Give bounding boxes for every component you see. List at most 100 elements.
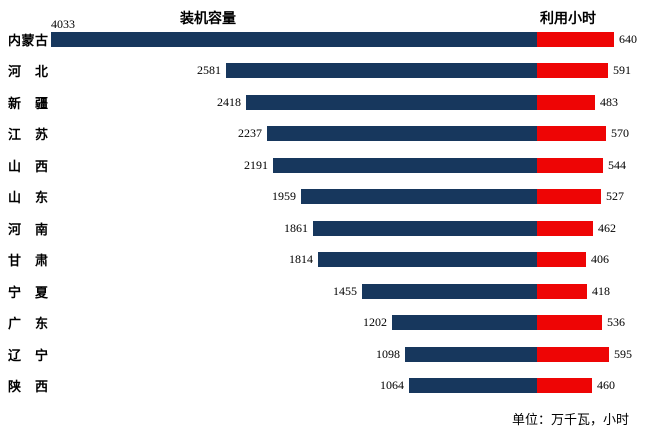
hours-bar [537,315,602,330]
capacity-bar [267,126,537,141]
capacity-value: 2581 [197,63,221,77]
province-label: 新疆 [8,95,48,111]
province-char: 北 [34,64,48,79]
province-char: 古 [34,33,48,48]
capacity-value: 2418 [217,95,241,109]
province-char: 蒙 [21,33,35,48]
hours-bar [537,347,609,362]
hours-value: 640 [619,32,637,46]
province-char: 陕 [8,379,22,394]
hours-bar [537,378,592,393]
hours-value: 595 [614,347,632,361]
capacity-value: 2191 [244,158,268,172]
chart-row: 江苏 2237 570 [0,126,649,142]
hours-value: 527 [606,189,624,203]
capacity-bar [392,315,537,330]
chart-row: 内蒙古 640 [0,32,649,48]
province-char: 山 [8,159,22,174]
province-char: 东 [34,316,48,331]
chart-row: 河北 2581 591 [0,63,649,79]
province-char: 西 [34,379,48,394]
capacity-value: 1959 [272,189,296,203]
hours-value: 570 [611,126,629,140]
chart-row: 甘肃 1814 406 [0,252,649,268]
province-label: 广东 [8,315,48,331]
unit-note: 单位：万千瓦，小时 [511,412,629,427]
hours-bar [537,95,595,110]
province-label: 甘肃 [8,252,48,268]
province-char: 南 [34,222,48,237]
capacity-value: 1861 [284,221,308,235]
capacity-value: 4033 [51,17,75,31]
hours-value: 591 [613,63,631,77]
hours-value: 418 [592,284,610,298]
chart-row: 宁夏 1455 418 [0,284,649,300]
chart-row: 辽宁 1098 595 [0,347,649,363]
capacity-bar [226,63,537,78]
province-char: 西 [34,159,48,174]
hours-value: 462 [598,221,616,235]
province-char: 东 [34,190,48,205]
province-char: 河 [8,64,22,79]
hours-value: 406 [591,252,609,266]
hours-bar [537,252,586,267]
province-char: 广 [8,316,22,331]
province-label: 江苏 [8,126,48,142]
province-char: 内 [8,33,22,48]
province-char: 宁 [8,285,22,300]
province-label: 内蒙古 [8,32,48,48]
hours-value: 536 [607,315,625,329]
capacity-value: 1455 [333,284,357,298]
capacity-value: 1064 [380,378,404,392]
hours-bar [537,221,593,236]
province-char: 辽 [8,348,22,363]
capacity-bar [246,95,537,110]
province-char: 疆 [34,96,48,111]
province-label: 河北 [8,63,48,79]
capacity-bar [273,158,537,173]
province-char: 新 [8,96,22,111]
capacity-value: 2237 [238,126,262,140]
province-label: 河南 [8,221,48,237]
chart-row: 广东 1202 536 [0,315,649,331]
capacity-value: 1202 [363,315,387,329]
chart-row: 陕西 1064 460 [0,378,649,394]
province-char: 江 [8,127,22,142]
capacity-bar [362,284,537,299]
chart-row: 新疆 2418 483 [0,95,649,111]
province-label: 辽宁 [8,347,48,363]
province-char: 甘 [8,253,22,268]
province-char: 苏 [34,127,48,142]
hours-value: 544 [608,158,626,172]
province-label: 陕西 [8,378,48,394]
province-label: 山西 [8,158,48,174]
capacity-value: 1814 [289,252,313,266]
capacity-bar [318,252,537,267]
chart-row: 河南 1861 462 [0,221,649,237]
hours-bar [537,32,614,47]
capacity-bar [301,189,537,204]
province-char: 宁 [34,348,48,363]
right-series-title: 利用小时 [540,12,596,27]
province-char: 山 [8,190,22,205]
province-char: 河 [8,222,22,237]
capacity-value: 1098 [376,347,400,361]
capacity-bar [405,347,537,362]
province-char: 肃 [34,253,48,268]
province-char: 夏 [34,285,48,300]
chart-row: 山东 1959 527 [0,189,649,205]
hours-bar [537,284,587,299]
hours-value: 483 [600,95,618,109]
hours-bar [537,158,603,173]
province-label: 宁夏 [8,284,48,300]
capacity-bar [313,221,537,236]
province-label: 山东 [8,189,48,205]
chart-row: 山西 2191 544 [0,158,649,174]
hours-bar [537,63,608,78]
capacity-bar [409,378,537,393]
hours-bar [537,126,606,141]
capacity-bar [51,32,537,47]
left-series-title: 装机容量 [180,12,236,27]
hours-bar [537,189,601,204]
